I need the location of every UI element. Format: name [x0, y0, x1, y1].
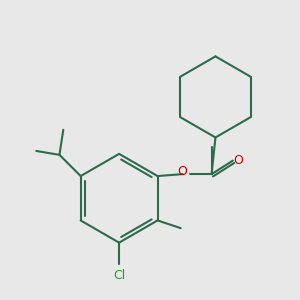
Text: O: O	[234, 154, 244, 167]
Text: Cl: Cl	[113, 268, 125, 281]
Text: O: O	[178, 164, 188, 178]
